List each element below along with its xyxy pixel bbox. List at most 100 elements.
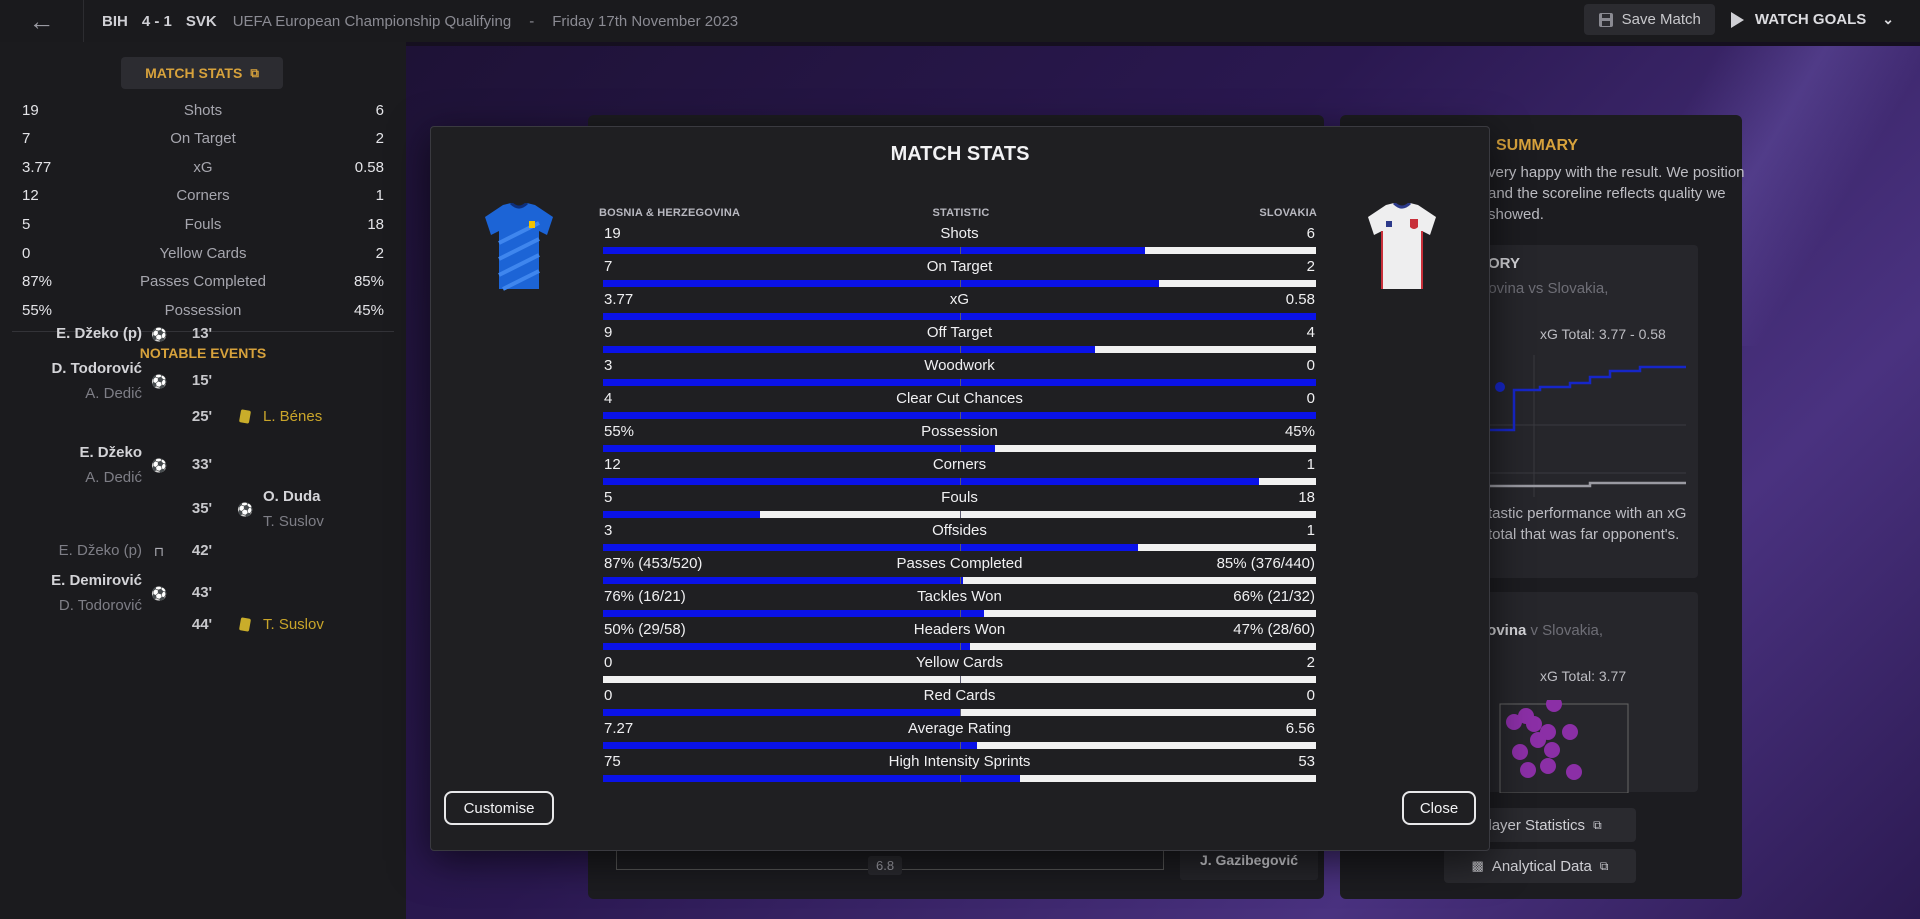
stat-name: Yellow Cards <box>916 654 1003 671</box>
stat-row: 3 Offsides 1 <box>603 520 1316 553</box>
home-value: 12 <box>604 456 621 473</box>
shots-title-rest: v Slovakia, <box>1526 622 1604 639</box>
home-share-fill <box>603 544 1138 551</box>
home-value: 3.77 <box>22 158 52 176</box>
watch-goals-label: WATCH GOALS <box>1754 11 1867 28</box>
sidebar-stat-row: 3.77 xG 0.58 <box>22 153 384 181</box>
sidebar-stat-row: 0 Yellow Cards 2 <box>22 239 384 267</box>
comparison-bar <box>603 775 1316 782</box>
comparison-bar <box>603 247 1316 254</box>
home-value: 76% (16/21) <box>604 588 686 605</box>
stat-row: 87% (453/520) Passes Completed 85% (376/44… <box>603 553 1316 586</box>
save-match-button[interactable]: Save Match <box>1583 4 1715 35</box>
stat-row: 75 High Intensity Sprints 53 <box>603 751 1316 784</box>
comparison-bar <box>603 643 1316 650</box>
away-value: 45% <box>353 301 384 319</box>
sidebar-stat-row: 19 Shots 6 <box>22 96 384 124</box>
comparison-bar <box>603 511 1316 518</box>
home-value: 0 <box>604 654 613 671</box>
stat-name: Corners <box>932 456 987 473</box>
away-value: 0 <box>1306 687 1315 704</box>
away-value: 0 <box>1306 390 1315 407</box>
popout-icon: ⧉ <box>1593 817 1602 832</box>
away-value: 53 <box>1298 753 1315 770</box>
stat-name: Clear Cut Chances <box>896 390 1023 407</box>
stat-name: Red Cards <box>923 687 996 704</box>
bar-chart-icon: ▩ <box>1471 858 1484 873</box>
bar-midline <box>959 511 961 518</box>
football-icon: ⚽ <box>151 586 168 601</box>
away-value: 85% <box>353 273 384 291</box>
stat-name: Fouls <box>184 215 222 233</box>
home-value: 3 <box>604 522 613 539</box>
away-value: 18 <box>367 215 384 233</box>
home-share-fill <box>603 511 760 518</box>
comparison-bar <box>603 346 1316 353</box>
match-stats-label: MATCH STATS <box>145 65 243 81</box>
popout-icon: ⧉ <box>1599 858 1609 873</box>
bar-midline <box>959 379 961 386</box>
away-team-header: SLOVAKIA <box>1259 207 1317 219</box>
watch-goals-button[interactable]: WATCH GOALS ⌄ <box>1729 11 1894 29</box>
statistic-header: STATISTIC <box>932 207 990 219</box>
analytical-data-button[interactable]: ▩ Analytical Data ⧉ <box>1444 849 1636 883</box>
away-value: 2 <box>375 244 384 262</box>
sidebar-stat-row: 87% Passes Completed 85% <box>22 268 384 296</box>
back-button[interactable]: ← <box>0 0 84 42</box>
home-share-fill <box>603 610 985 617</box>
stat-name: Average Rating <box>907 720 1012 737</box>
home-team-header: BOSNIA & HERZEGOVINA <box>599 207 741 219</box>
stat-name: Passes Completed <box>140 273 266 291</box>
score: 4 - 1 <box>141 12 172 30</box>
chevron-down-icon[interactable]: ⌄ <box>1882 11 1894 27</box>
arrow-left-icon: ← <box>28 5 55 36</box>
event-minute: 15' <box>191 372 213 389</box>
stat-name: Corners <box>176 187 230 205</box>
away-value: 6.56 <box>1285 720 1315 737</box>
away-kit-shirt-icon <box>1368 203 1436 289</box>
away-value: 1 <box>375 187 384 205</box>
home-value: 12 <box>22 187 39 205</box>
bar-midline <box>959 445 961 452</box>
comparison-bar <box>603 478 1316 485</box>
xg-story-card <box>1474 245 1698 578</box>
player-statistics-label: Player Statistics <box>1478 816 1586 834</box>
xg-total-2-label: xG Total: 3.77 <box>1540 668 1627 684</box>
stat-name: Possession <box>921 423 998 440</box>
customise-button[interactable]: Customise <box>444 791 554 825</box>
bar-midline <box>959 676 961 683</box>
shots-title-bold: govina <box>1478 622 1527 639</box>
stat-row: 19 Shots 6 <box>603 223 1316 256</box>
rating-badge: 6.8 <box>868 856 903 875</box>
football-icon: ⚽ <box>151 374 168 389</box>
home-share-fill <box>603 346 1095 353</box>
event-minute: 25' <box>191 408 213 425</box>
match-stats-button[interactable]: MATCH STATS ⧉ <box>121 57 283 89</box>
home-share-fill <box>603 709 960 716</box>
event-assist-name: E. Džeko (p) <box>58 542 142 559</box>
comparison-bar <box>603 577 1316 584</box>
stat-row: 3.77 xG 0.58 <box>603 289 1316 322</box>
home-value: 0 <box>604 687 613 704</box>
home-value: 9 <box>604 324 613 341</box>
close-button[interactable]: Close <box>1402 791 1476 825</box>
comparison-bar <box>603 313 1316 320</box>
event-assist-name: A. Dedić <box>85 469 142 486</box>
modal-title: MATCH STATS <box>890 143 1030 165</box>
bar-midline <box>959 709 961 716</box>
left-panel: MATCH STATS ⧉ 19 Shots 6 7 On Target 2 3.77 xG 0… <box>0 42 406 919</box>
shots-title: govina v Slovakia, <box>1478 622 1603 639</box>
home-value: 19 <box>22 101 39 119</box>
comparison-bar <box>603 412 1316 419</box>
yellow-card-icon <box>237 617 253 634</box>
event-minute: 44' <box>191 616 213 633</box>
xg-total-label: xG Total: 3.77 - 0.58 <box>1540 326 1666 342</box>
event-player-name: L. Bénes <box>263 408 323 425</box>
bar-midline <box>959 346 961 353</box>
floppy-disk-icon <box>1598 12 1613 27</box>
bar-midline <box>959 280 961 287</box>
stat-name: High Intensity Sprints <box>888 753 1031 770</box>
bar-midline <box>959 610 961 617</box>
play-icon <box>1730 11 1744 28</box>
story-title: ORY <box>1488 255 1520 272</box>
